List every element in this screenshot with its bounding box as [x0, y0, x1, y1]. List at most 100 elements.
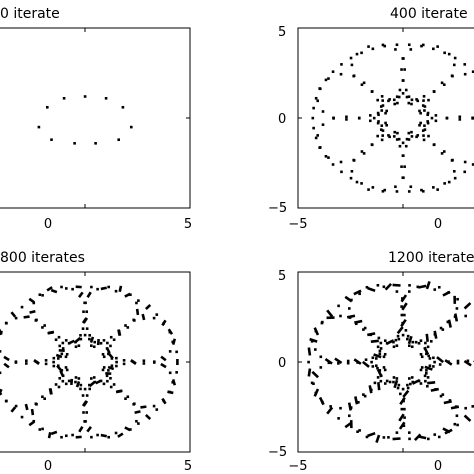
scatter-point-3-54	[90, 344, 93, 348]
scatter-point-3-211	[126, 395, 130, 399]
scatter-point-2-14	[371, 47, 375, 51]
xtick-1-0: 0	[44, 217, 52, 232]
panel-800-iterates: 800 iterates 0 5	[0, 250, 192, 474]
scatter-point-4-204	[395, 431, 399, 434]
scatter-point-2-150	[380, 124, 384, 127]
scatter-point-2-60	[387, 99, 390, 103]
scatter-point-2-87	[423, 105, 427, 108]
scatter-point-2-117	[415, 98, 418, 101]
scatter-point-2-73	[393, 130, 397, 134]
scatter-point-2-151	[379, 128, 383, 131]
scatter-point-3-207	[95, 379, 102, 385]
scatter-point-4-243	[438, 363, 442, 366]
scatter-point-2-52	[416, 99, 420, 103]
ytick-2-2: −5	[268, 201, 287, 216]
scatter-point-4-24	[307, 368, 312, 377]
scatter-point-3-154	[0, 350, 2, 353]
scatter-point-4-140	[353, 289, 362, 296]
scatter-point-4-230	[427, 437, 430, 441]
scatter-point-4-82	[423, 374, 427, 378]
scatter-point-4-190	[334, 357, 343, 364]
scatter-point-3-221	[82, 411, 85, 414]
scatter-point-4-25	[310, 381, 314, 385]
scatter-point-4-211	[349, 406, 353, 409]
scatter-point-2-66	[372, 116, 376, 120]
scatter-point-2-30	[349, 176, 353, 180]
scatter-point-2-208	[463, 160, 467, 164]
scatter-point-3-79	[92, 376, 96, 379]
scatter-point-4-169	[363, 326, 367, 330]
scatter-point-3-96	[167, 328, 174, 335]
scatter-point-2-75	[397, 137, 401, 141]
scatter-point-2-23	[311, 116, 315, 120]
scatter-point-3-75	[79, 383, 83, 387]
scatter-point-3-243	[112, 383, 116, 386]
ytick-4-1: 0	[278, 356, 286, 371]
scatter-point-3-183	[44, 362, 48, 366]
scatter-point-4-133	[377, 336, 381, 340]
xtick-2-1: 0	[434, 217, 442, 232]
scatter-point-4-192	[356, 361, 359, 364]
scatter-point-2-59	[393, 102, 397, 106]
scatter-point-3-184	[52, 364, 56, 368]
axes-box-1	[0, 27, 191, 209]
scatter-point-3-240	[132, 403, 135, 406]
scatter-point-2-47	[426, 113, 429, 117]
ytick-2-1: 0	[278, 112, 286, 127]
scatter-point-2-108	[409, 48, 413, 51]
scatter-point-4-259	[427, 381, 436, 385]
scatter-point-4-84	[420, 366, 424, 369]
scatter-point-2-149	[379, 105, 383, 108]
scatter-point-2-40	[463, 170, 467, 174]
scatter-point-4-245	[456, 359, 460, 363]
scatter-point-3-73	[74, 376, 78, 379]
scatter-point-2-62	[381, 104, 385, 107]
ytick-4-2: −5	[268, 445, 287, 460]
scatter-point-4-182	[339, 406, 342, 410]
scatter-point-3-121	[126, 326, 130, 329]
scatter-point-3-39	[137, 422, 140, 425]
scatter-point-4-185	[314, 391, 318, 395]
scatter-point-3-196	[47, 431, 52, 439]
scatter-point-4-167	[348, 316, 352, 319]
scatter-point-4-115	[400, 294, 408, 303]
scatter-point-4-221	[426, 384, 429, 388]
scatter-point-4-162	[309, 337, 318, 343]
scatter-point-2-186	[442, 150, 446, 153]
scatter-point-3-108	[88, 333, 91, 337]
scatter-point-4-64	[382, 355, 386, 359]
scatter-point-3-167	[59, 370, 65, 377]
scatter-point-3-175	[5, 399, 8, 403]
scatter-point-2-172	[394, 185, 397, 189]
scatter-point-2-46	[430, 116, 434, 120]
scatter-point-2-34	[395, 190, 399, 193]
scatter-point-2-140	[321, 110, 325, 113]
scatter-point-2-182	[410, 135, 414, 138]
scatter-point-2-135	[376, 111, 380, 115]
scatter-point-4-122	[455, 307, 459, 310]
scatter-point-2-177	[352, 159, 356, 162]
scatter-point-2-61	[381, 99, 384, 102]
scatter-point-3-176	[0, 390, 3, 396]
scatter-point-2-128	[394, 48, 397, 51]
scatter-point-2-210	[440, 152, 444, 155]
scatter-points-3	[0, 285, 179, 439]
scatter-point-4-205	[387, 436, 390, 439]
scatter-point-4-108	[411, 340, 415, 344]
scatter-point-4-145	[401, 297, 404, 300]
scatter-point-2-15	[360, 51, 363, 55]
scatter-point-3-202	[48, 387, 53, 395]
scatter-point-3-46	[115, 360, 118, 364]
scatter-point-3-119	[135, 308, 140, 316]
scatter-point-4-87	[423, 346, 430, 356]
xtick-4-0: −5	[288, 459, 307, 474]
scatter-point-3-64	[64, 355, 68, 359]
scatter-point-2-180	[380, 138, 384, 142]
scatter-point-4-18	[326, 309, 334, 318]
scatter-point-3-164	[58, 344, 62, 348]
scatter-point-2-125	[355, 52, 359, 56]
scatter-point-4-194	[371, 365, 375, 368]
scatter-point-2-166	[392, 135, 396, 138]
scatter-point-2-54	[407, 101, 411, 105]
scatter-point-3-114	[96, 287, 99, 291]
